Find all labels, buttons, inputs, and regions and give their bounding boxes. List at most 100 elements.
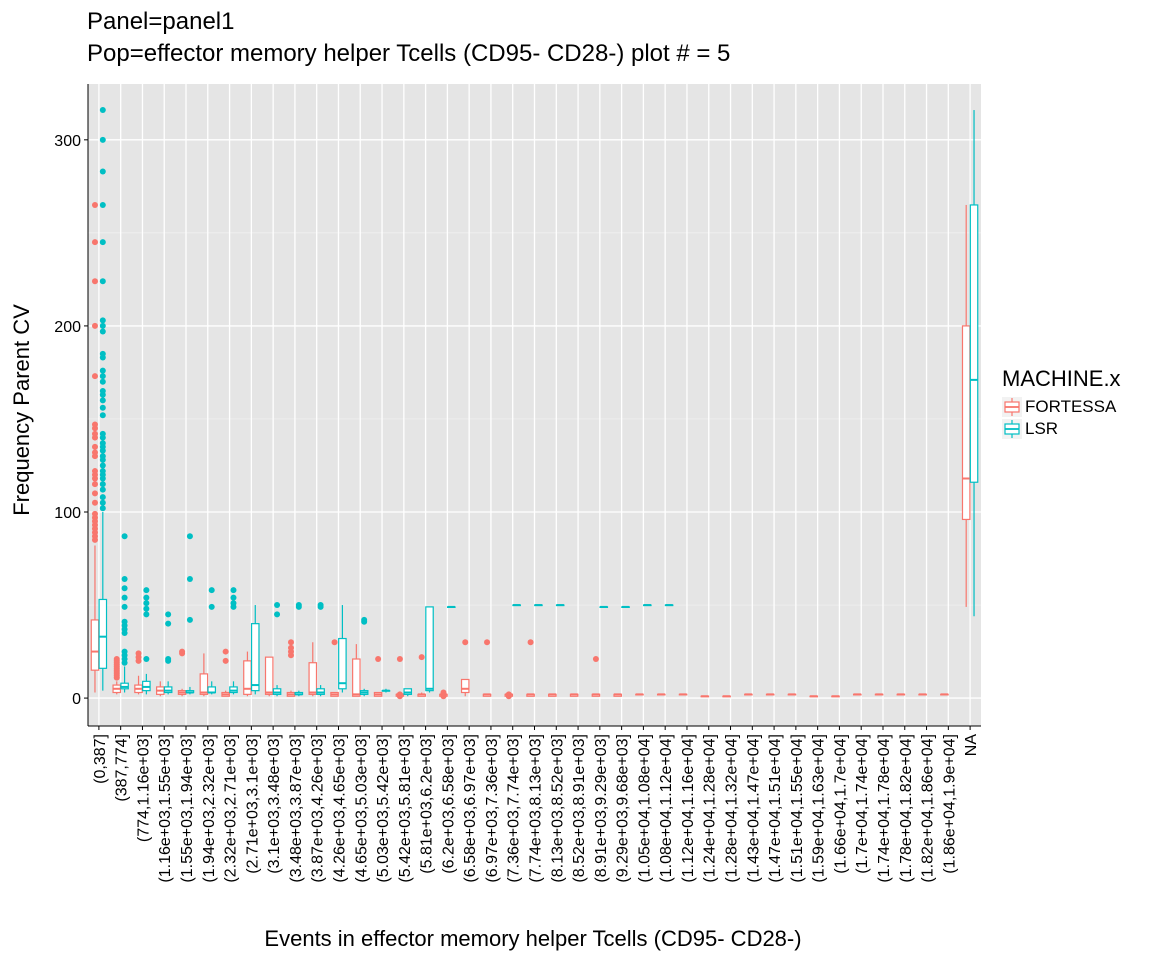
x-tick-label: (1.08e+04,1.12e+04] [658, 734, 675, 883]
outlier-point [99, 317, 106, 324]
outlier-point [121, 533, 128, 540]
outlier-point [99, 462, 106, 469]
outlier-point [99, 505, 106, 512]
y-tick-label: 300 [54, 133, 81, 150]
box-lsr-0 [98, 107, 108, 691]
box-iqr [90, 619, 100, 671]
box-fortessa-34 [831, 695, 840, 698]
box-iqr [98, 598, 108, 669]
x-tick-label: (1.51e+04,1.55e+04] [789, 734, 806, 883]
outlier-point [91, 443, 98, 450]
legend-item-fortessa: FORTESSA [1002, 396, 1121, 418]
outlier-point [287, 644, 294, 651]
x-tick-label: (8.91e+03,9.29e+03] [593, 734, 610, 883]
x-tick-label: NA [963, 734, 980, 757]
outlier-point [143, 656, 150, 663]
outlier-point [143, 594, 150, 601]
box-lsr-11 [338, 605, 347, 693]
x-tick-label: (4.26e+03,4.65e+03] [331, 734, 348, 883]
box-iqr [460, 678, 470, 694]
outlier-point [99, 430, 106, 437]
legend-label-lsr: LSR [1025, 419, 1059, 438]
box-lsr-23 [599, 605, 609, 609]
outlier-point [287, 639, 294, 646]
box-fortessa-30 [744, 693, 753, 696]
box-iqr [352, 658, 361, 697]
outlier-point [99, 440, 106, 447]
x-tick-label: (6.58e+03,6.97e+03] [462, 734, 479, 883]
outlier-point [186, 533, 193, 540]
x-tick-label: (1.78e+04,1.82e+04] [898, 734, 915, 883]
x-tick-label: (5.03e+03,5.42e+03] [375, 734, 392, 883]
outlier-point [99, 404, 106, 411]
outlier-point [91, 278, 98, 285]
box-lsr-12 [359, 616, 369, 697]
box-lsr-8 [272, 602, 282, 697]
box-lsr-3 [163, 611, 173, 695]
y-tick-label: 0 [72, 691, 81, 708]
box-fortessa-8 [264, 656, 274, 697]
x-tick-label: (1.7e+04,1.74e+04] [854, 734, 871, 874]
box-fortessa-38 [918, 693, 927, 696]
box-fortessa-18 [482, 639, 492, 697]
legend: MACHINE.x FORTESSA LSR [1002, 366, 1121, 440]
outlier-point [462, 639, 469, 646]
outlier-point [91, 239, 98, 246]
x-tick-label: (8.52e+03,8.91e+03] [571, 734, 588, 883]
box-fortessa-5 [199, 653, 209, 697]
x-tick-label: (9.29e+03,9.68e+03] [615, 734, 632, 883]
box-fortessa-13 [373, 656, 383, 697]
outlier-point [99, 168, 106, 175]
box-lsr-13 [381, 688, 391, 693]
box-fortessa-28 [700, 695, 710, 698]
box-fortessa-0 [90, 201, 100, 693]
outlier-point [484, 639, 491, 646]
outlier-point [230, 594, 237, 601]
box-fortessa-35 [852, 693, 862, 696]
outlier-point [222, 648, 229, 655]
outlier-point [143, 600, 150, 607]
outlier-point [418, 654, 425, 661]
box-lsr-5 [207, 587, 217, 695]
outlier-point [274, 602, 281, 609]
box-fortessa-36 [874, 693, 884, 696]
box-lsr-16 [446, 605, 456, 609]
outlier-point [91, 421, 98, 428]
outlier-point [99, 412, 106, 419]
box-fortessa-16 [439, 689, 448, 700]
box-lsr-6 [229, 587, 238, 695]
box-fortessa-25 [635, 693, 644, 696]
box-fortessa-22 [569, 693, 579, 697]
outlier-point [143, 605, 150, 612]
outlier-point [99, 397, 106, 404]
outlier-point [361, 616, 368, 623]
box-fortessa-1 [112, 656, 122, 695]
outlier-point [99, 373, 106, 380]
box-iqr [969, 204, 979, 483]
outlier-point [99, 499, 106, 506]
outlier-point [295, 602, 302, 609]
outlier-point [113, 656, 120, 663]
box-fortessa-23 [591, 656, 601, 697]
box-fortessa-33 [809, 695, 819, 698]
legend-item-lsr: LSR [1002, 418, 1121, 440]
legend-title: MACHINE.x [1002, 366, 1121, 391]
outlier-point [121, 585, 128, 592]
box-lsr-14 [403, 688, 413, 697]
box-fortessa-17 [460, 639, 470, 697]
box-lsr-7 [250, 605, 260, 695]
outlier-point [396, 656, 403, 663]
outlier-point [91, 201, 98, 208]
box-fortessa-21 [548, 693, 557, 697]
box-iqr [250, 623, 260, 692]
box-lsr-2 [142, 587, 151, 695]
box-fortessa-37 [896, 693, 906, 696]
outlier-point [121, 594, 128, 601]
box-fortessa-9 [286, 639, 296, 697]
box-fortessa-12 [352, 644, 361, 697]
outlier-point [91, 499, 98, 506]
outlier-point [99, 378, 106, 385]
x-tick-label: (1.43e+04,1.47e+04] [745, 734, 762, 883]
y-tick-label: 200 [54, 319, 81, 336]
